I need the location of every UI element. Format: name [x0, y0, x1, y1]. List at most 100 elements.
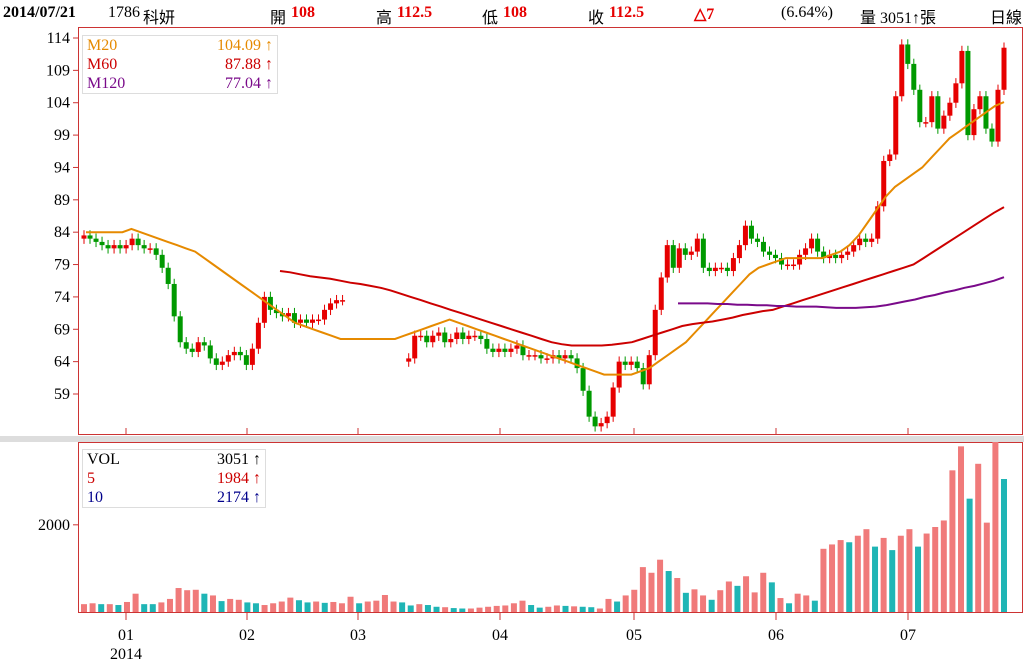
y-tick-label: 84 — [54, 224, 70, 241]
candle-body — [658, 277, 664, 310]
candle-body — [291, 313, 297, 323]
volume-bar — [321, 602, 328, 612]
candle-body — [754, 238, 760, 242]
volume-bar — [579, 606, 586, 612]
candle-body — [929, 96, 935, 123]
volume-bar — [81, 604, 87, 612]
volume-bar — [786, 603, 793, 612]
volume-bar — [622, 595, 629, 612]
volume-bar — [880, 537, 887, 612]
volume-bar — [1001, 479, 1007, 612]
volume-bar — [837, 540, 844, 612]
candle-body — [105, 245, 111, 249]
volume-bar — [777, 598, 784, 612]
legend-vol: VOL 3051 ↑ — [87, 451, 261, 468]
candle-body — [273, 309, 279, 314]
volume-bar — [89, 603, 96, 612]
candle-body — [748, 225, 754, 239]
candle-body — [869, 238, 875, 242]
y-tick-label: 114 — [47, 30, 70, 47]
close-label: 收 — [588, 10, 605, 27]
volume-bar — [476, 607, 483, 612]
candle-body — [821, 251, 827, 259]
volume-bar — [665, 571, 672, 612]
volume-bar — [313, 601, 320, 612]
candle-body — [309, 319, 315, 323]
volume-bar — [794, 593, 801, 612]
volume-bar — [571, 606, 578, 612]
y-tick-label: 94 — [54, 159, 70, 176]
volume-bar — [519, 600, 526, 612]
volume-bar — [596, 608, 603, 612]
candle-body — [664, 245, 670, 278]
candle-body — [634, 361, 640, 369]
x-tick-label: 03 — [350, 627, 366, 644]
ma60-line — [279, 206, 1005, 347]
candle-body — [442, 332, 448, 343]
volume-bar — [467, 608, 474, 612]
candle-body — [887, 154, 893, 161]
volume-bar — [493, 605, 500, 612]
volume-bar — [536, 607, 543, 612]
candle-body — [760, 241, 766, 252]
candle-body — [803, 248, 809, 255]
y-tick-label: 89 — [54, 192, 70, 209]
candle-body — [231, 351, 237, 356]
candle-body — [845, 251, 851, 255]
volume-bar — [244, 602, 251, 612]
volume-bar — [631, 589, 638, 612]
volume-bar — [209, 595, 216, 612]
candle-body — [893, 96, 899, 155]
volume-bar — [287, 597, 294, 612]
candle-body — [833, 254, 839, 259]
volume-bar — [751, 592, 758, 612]
volume-bar — [304, 602, 311, 612]
volume-bar — [682, 592, 689, 612]
candle-body — [418, 335, 424, 338]
candle-body — [857, 238, 863, 246]
volume-bar — [854, 535, 861, 612]
volume-bar — [639, 567, 646, 612]
candle-body — [742, 225, 748, 246]
legend-m60: M60 87.88 ↑ — [87, 56, 273, 73]
candle-body — [700, 238, 706, 268]
high-label: 高 — [376, 10, 393, 27]
candle-body — [839, 254, 845, 259]
volume-panel-frame — [78, 442, 1023, 613]
volume-bar — [390, 601, 397, 612]
candle-body — [454, 332, 460, 339]
candle-body — [586, 390, 592, 417]
candle-body — [532, 355, 538, 357]
volume-bar — [450, 608, 457, 612]
candle-body — [736, 245, 742, 259]
candle-body — [219, 361, 225, 365]
candle-body — [177, 316, 183, 343]
candle-body — [676, 248, 682, 268]
candle-body — [694, 238, 700, 252]
candle-body — [135, 238, 141, 246]
x-tick-label: 06 — [768, 627, 784, 644]
volume-bar — [932, 527, 939, 612]
volume-label: 量 — [860, 10, 877, 27]
volume-bar — [614, 601, 621, 612]
volume-bar — [356, 603, 363, 612]
candle-body — [718, 267, 724, 270]
volume-bar — [227, 598, 234, 612]
volume-bar — [725, 581, 732, 612]
volume-bar — [278, 601, 285, 612]
candle-body — [622, 361, 628, 365]
volume-bar — [381, 595, 388, 612]
candle-body — [303, 319, 309, 323]
candle-body — [875, 206, 881, 239]
volume-bar — [863, 529, 870, 612]
volume-bar — [416, 604, 423, 612]
volume-bar — [811, 600, 818, 612]
candle-body — [773, 254, 779, 259]
volume-bar — [184, 590, 191, 612]
price-legend: M20 104.09 ↑ M60 87.88 ↑ M120 77.04 ↑ — [82, 35, 278, 94]
candle-body — [592, 416, 598, 427]
volume-bar — [803, 595, 810, 612]
candle-body — [935, 96, 941, 129]
volume-bar — [743, 576, 750, 612]
y-tick-label: 59 — [54, 386, 70, 403]
